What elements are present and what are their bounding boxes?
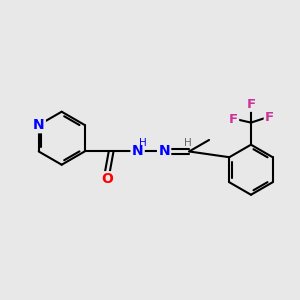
Text: H: H xyxy=(139,138,147,148)
Text: H: H xyxy=(184,138,191,148)
Text: F: F xyxy=(265,111,274,124)
Text: F: F xyxy=(229,112,238,126)
Text: N: N xyxy=(132,145,143,158)
Text: O: O xyxy=(101,172,112,186)
Text: N: N xyxy=(33,118,44,132)
Text: F: F xyxy=(246,98,256,111)
Text: N: N xyxy=(158,145,170,158)
